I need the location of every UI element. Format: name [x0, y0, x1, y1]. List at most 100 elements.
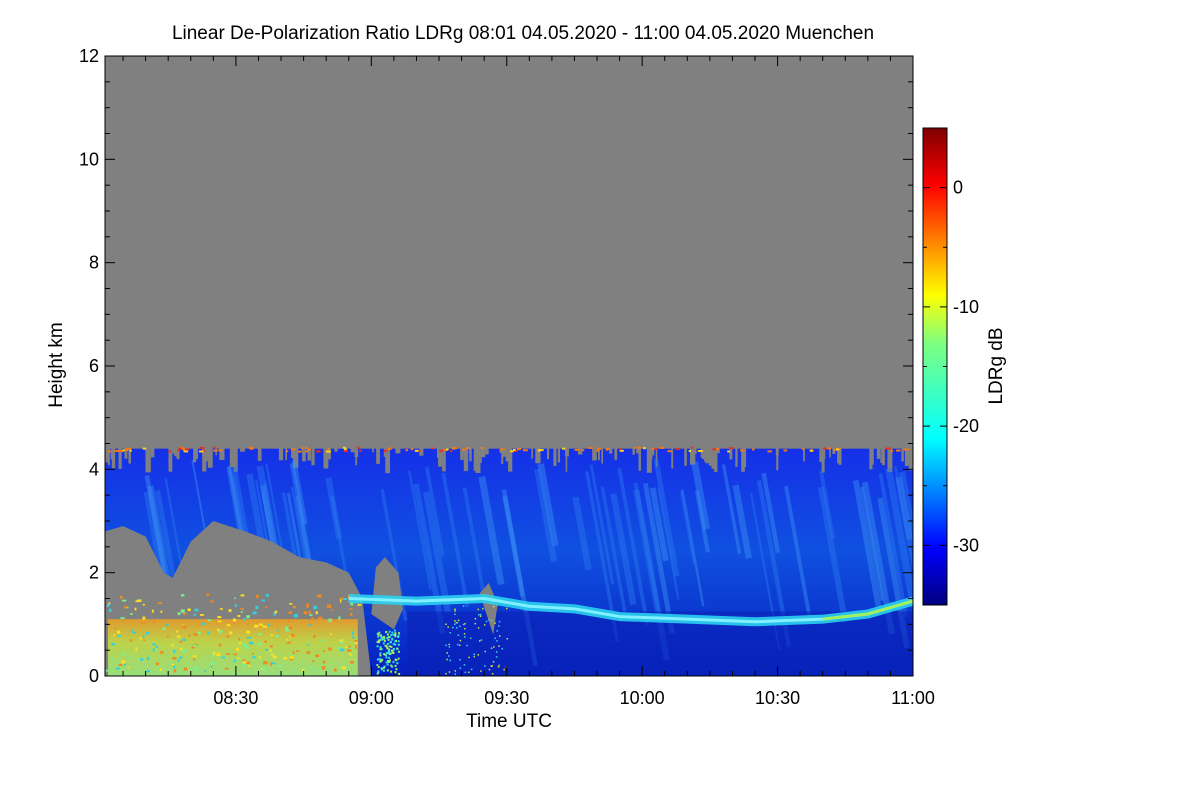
top-edge-speckle [619, 447, 622, 450]
rain-speckle [394, 632, 397, 635]
top-edge-speckle [651, 447, 655, 450]
rain-speckle [382, 666, 385, 669]
rain-speckle [177, 659, 180, 662]
top-edge-gap [118, 447, 122, 469]
top-edge-gap [531, 447, 533, 459]
top-edge-speckle [199, 446, 205, 449]
fall-streak [691, 461, 710, 530]
rain-speckle [394, 635, 397, 638]
rain-speckle [357, 604, 362, 606]
rain-speckle [233, 621, 236, 625]
rain-speckle [113, 634, 116, 636]
rain-speckle [349, 652, 352, 656]
rain-speckle [226, 652, 230, 655]
rain-speckle [392, 647, 395, 650]
top-edge-speckle [903, 448, 909, 451]
rain-speckle [492, 661, 495, 663]
top-edge-speckle [836, 448, 840, 451]
top-edge-gap [302, 447, 306, 462]
top-edge-gap [735, 447, 738, 467]
top-edge-gap [880, 447, 882, 463]
top-edge-speckle [642, 447, 646, 450]
top-edge-speckle [712, 448, 718, 451]
top-edge-speckle [326, 450, 331, 453]
top-edge-speckle [561, 447, 566, 450]
rain-speckle [306, 603, 309, 606]
rain-speckle [242, 643, 247, 647]
rain-speckle [382, 638, 385, 641]
rain-speckle [379, 648, 382, 651]
rain-speckle [354, 642, 358, 644]
rain-speckle [377, 670, 380, 673]
rain-speckle [116, 630, 121, 634]
rain-speckle [396, 647, 399, 650]
rain-speckle [347, 649, 352, 652]
rain-speckle [386, 669, 389, 672]
rain-speckle [296, 650, 300, 652]
top-edge-gap [328, 447, 331, 460]
top-edge-speckle [801, 447, 805, 450]
rain-speckle [210, 665, 213, 668]
top-edge-speckle [826, 447, 831, 450]
top-edge-gap [871, 447, 874, 465]
fall-streak [425, 466, 445, 557]
top-edge-speckle [523, 449, 528, 452]
top-edge-speckle [499, 448, 505, 451]
top-edge-gap [463, 447, 469, 472]
fall-streak [537, 463, 559, 547]
rain-speckle [491, 672, 494, 675]
top-edge-speckle [327, 448, 330, 451]
top-edge-gap [278, 447, 284, 461]
top-edge-gap [124, 447, 128, 459]
top-edge-speckle [833, 448, 838, 451]
rain-speckle [153, 620, 156, 623]
rain-speckle [495, 651, 498, 653]
rain-speckle [269, 645, 273, 648]
rain-speckle [210, 661, 215, 665]
top-edge-speckle [588, 446, 593, 449]
fall-streak [502, 496, 525, 597]
rain-speckle [397, 634, 400, 637]
rain-speckle [352, 635, 355, 639]
rain-speckle [498, 645, 500, 647]
rain-speckle [390, 645, 393, 648]
rain-speckle [355, 645, 357, 649]
rain-speckle [288, 626, 293, 630]
rain-speckle [311, 666, 314, 670]
rain-speckle [394, 640, 397, 643]
rain-speckle [457, 634, 460, 636]
top-edge-gap [193, 447, 197, 463]
fall-streak [256, 465, 278, 550]
rain-speckle [173, 669, 177, 673]
rain-speckle [320, 667, 323, 669]
fall-streak [478, 476, 505, 586]
top-edge-speckle [452, 447, 458, 450]
rain-speckle [380, 667, 383, 670]
top-edge-gap [684, 447, 687, 466]
top-edge-speckle [727, 450, 730, 453]
rain-speckle [171, 644, 175, 647]
fall-streak [589, 464, 615, 585]
rain-speckle [286, 641, 291, 644]
rain-speckle [388, 630, 391, 633]
top-edge-gap [882, 447, 885, 466]
rain-speckle [207, 619, 212, 622]
fall-streak [818, 486, 849, 624]
rain-speckle [179, 647, 183, 651]
rain-speckle [261, 599, 266, 602]
rain-speckle [309, 614, 313, 616]
rain-speckle [459, 625, 461, 628]
top-edge-speckle [107, 450, 111, 453]
top-edge-gap [822, 447, 826, 460]
rain-speckle [264, 640, 267, 643]
rain-speckle [320, 639, 325, 642]
rain-speckle [108, 602, 111, 605]
top-edge-speckle [513, 448, 516, 451]
top-edge-gap [646, 447, 652, 473]
rain-speckle [376, 672, 379, 675]
rain-speckle [270, 634, 274, 637]
rain-speckle [138, 658, 141, 661]
rain-speckle [160, 610, 163, 613]
top-edge-speckle [344, 448, 347, 451]
rain-speckle [390, 670, 393, 673]
